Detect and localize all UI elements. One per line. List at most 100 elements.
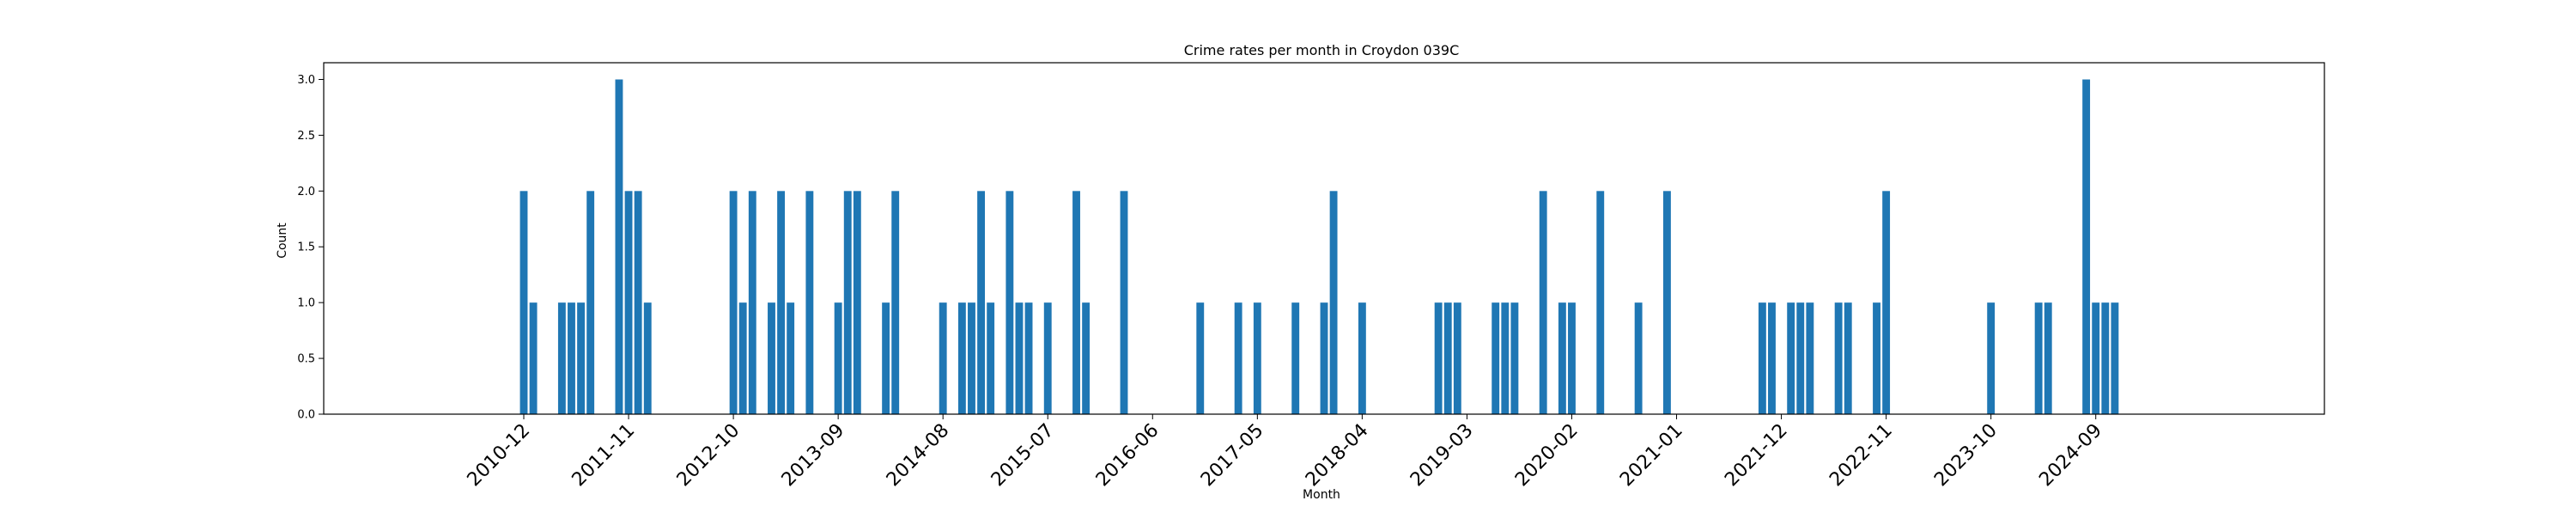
bar-2024-11 [2111,302,2119,414]
y-tick-label: 0.0 [297,409,315,422]
bar-2019-01 [1443,302,1452,414]
bar-2016-11 [1196,302,1205,414]
bar-2019-06 [1492,302,1500,414]
x-tick-label: 2014-08 [883,420,954,492]
bar-2013-11 [853,191,861,415]
bar-2015-11 [1082,302,1091,414]
bar-2012-12 [748,191,756,415]
x-tick-label: 2020-02 [1511,420,1583,492]
bar-2018-12 [1434,302,1443,414]
bar-2011-05 [568,302,575,414]
bar-2022-11 [1882,191,1891,415]
x-tick-label: 2011-11 [568,420,640,492]
bar-2024-08 [2082,79,2091,414]
x-tick-label: 2013-09 [778,420,849,492]
x-tick-label: 2021-01 [1616,420,1687,492]
x-tick-label: 2017-05 [1197,420,1268,492]
bar-2013-02 [768,302,775,414]
plot-frame [323,62,2325,415]
bar-2013-04 [787,302,795,414]
bar-2016-03 [1120,191,1128,415]
x-tick-label: 2016-06 [1092,420,1163,492]
bar-2014-10 [957,302,966,414]
x-axis-label: Month [1303,488,1340,502]
bar-2012-10 [729,191,738,415]
bar-2010-12 [519,191,528,415]
bar-2017-05 [1253,302,1261,414]
y-tick-label: 2.5 [297,130,315,143]
x-tick-label: 2023-10 [1930,420,2002,492]
bar-2015-04 [1015,302,1024,414]
y-axis: 0.0 0.5 1.0 1.5 2.0 2.5 3.0 [297,74,324,422]
y-tick-label: 1.5 [297,241,315,254]
bar-2014-11 [968,302,975,414]
bar-2011-10 [615,79,623,414]
x-tick-label: 2015-07 [987,420,1059,492]
chart-title: Crime rates per month in Croydon 039C [1184,42,1460,58]
bar-2011-01 [529,302,538,414]
x-tick-label: 2019-03 [1406,420,1478,492]
bar-2020-09 [1634,302,1643,414]
x-tick-label: 2021-12 [1721,420,1792,492]
bar-2015-05 [1024,302,1033,414]
bar-2019-11 [1539,191,1547,415]
bar-2022-01 [1787,302,1795,414]
bar-2014-03 [891,191,900,415]
plot-area [323,62,2325,415]
x-tick-label: 2010-12 [464,420,535,492]
bar-2022-03 [1806,302,1814,414]
bar-2011-07 [586,191,595,415]
bar-2015-07 [1043,302,1052,414]
bar-2012-11 [738,302,747,414]
bar-2012-01 [643,302,652,414]
bar-2024-03 [2034,302,2043,414]
bar-2021-10 [1758,302,1766,414]
bar-2011-04 [557,302,566,414]
bar-2014-12 [977,191,986,415]
bar-2020-02 [1568,302,1576,414]
bar-2023-10 [1987,302,1996,414]
bar-2014-08 [939,302,947,414]
bar-2015-01 [987,302,995,414]
y-tick-label: 0.5 [297,353,315,366]
bar-2018-01 [1329,191,1338,415]
bar-2011-11 [624,191,633,415]
x-tick-label: 2018-04 [1302,420,1373,492]
bar-2022-10 [1873,302,1880,414]
x-tick-label: 2022-11 [1826,420,1897,492]
bar-2022-02 [1796,302,1805,414]
bar-2011-06 [577,302,586,414]
bar-2013-06 [805,191,814,415]
bar-2017-03 [1234,302,1242,414]
bar-2011-12 [634,191,642,415]
bar-2018-04 [1358,302,1366,414]
bar-2024-10 [2101,302,2110,414]
x-tick-label: 2012-10 [673,420,744,492]
y-tick-label: 2.0 [297,186,315,198]
bar-2019-08 [1510,302,1519,414]
bar-2021-11 [1768,302,1776,414]
x-tick-label: 2024-09 [2035,420,2106,492]
bar-2022-07 [1844,302,1852,414]
bar-2015-10 [1072,191,1080,415]
y-axis-label: Count [276,223,289,259]
bar-2013-03 [777,191,786,415]
y-tick-label: 1.0 [297,297,315,310]
x-axis: 2010-12 2011-11 2012-10 2013-09 2014-08 2015-… [464,414,2106,491]
bar-2017-12 [1320,302,1328,414]
bar-2017-09 [1291,302,1300,414]
bar-2019-02 [1453,302,1461,414]
bar-2020-12 [1662,191,1671,415]
bar-2014-02 [882,302,890,414]
bar-2024-04 [2044,302,2052,414]
bar-2019-07 [1501,302,1510,414]
bar-2015-03 [1005,191,1014,415]
bar-2022-06 [1834,302,1843,414]
bar-2024-09 [2092,302,2100,414]
bar-2013-10 [843,191,852,415]
bar-2013-09 [834,302,842,414]
bar-2020-05 [1596,191,1605,415]
bar-2020-01 [1558,302,1566,414]
